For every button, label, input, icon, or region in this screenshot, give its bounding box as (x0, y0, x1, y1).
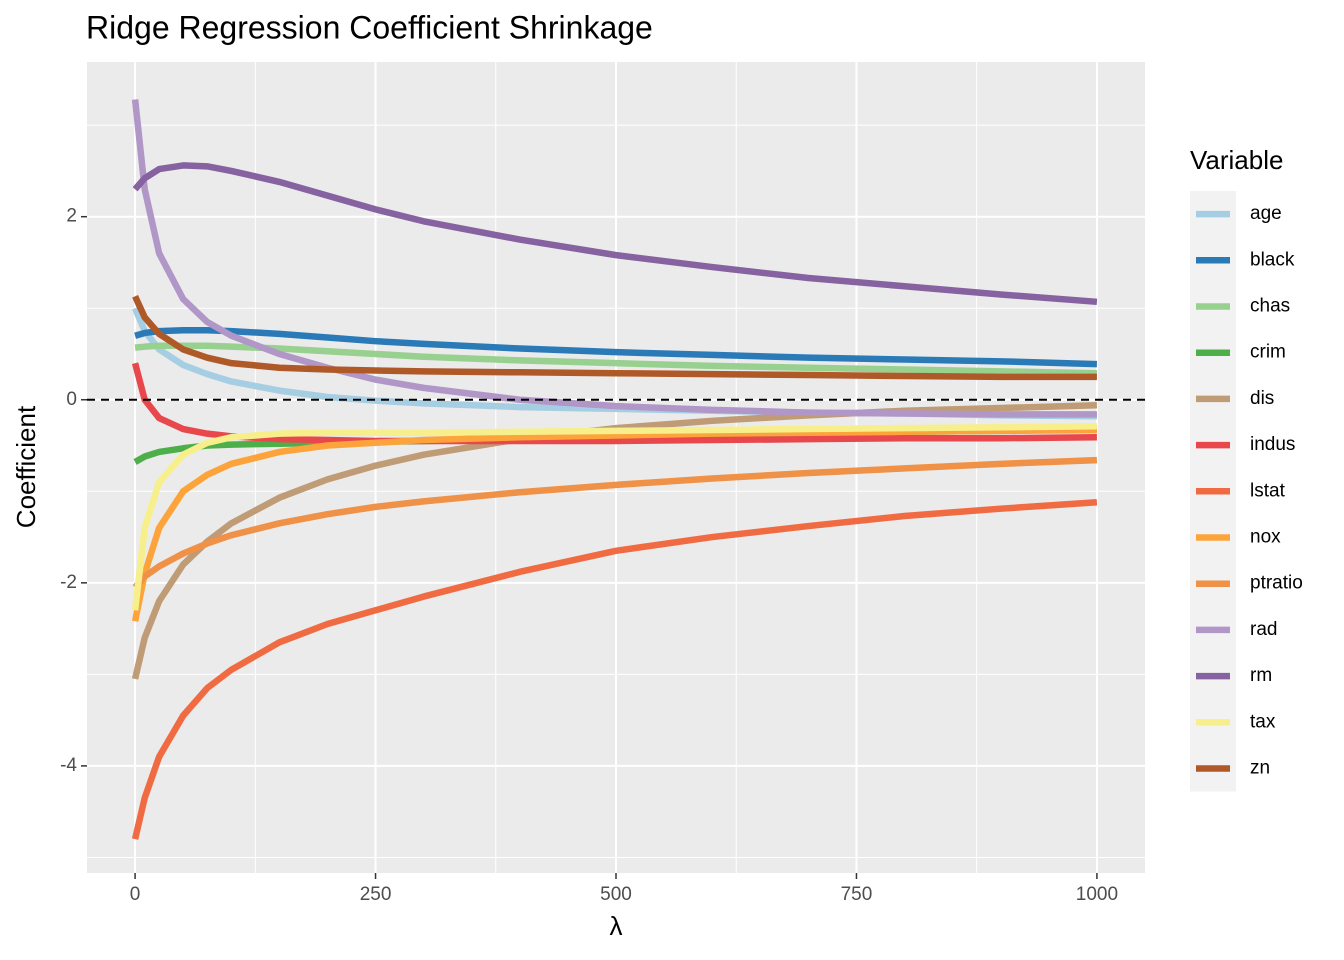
x-tick-label: 1000 (1076, 884, 1118, 905)
series-line (132, 294, 1097, 381)
legend-title: Variable (1190, 145, 1283, 175)
legend-label: dis (1250, 388, 1274, 409)
y-tick-label: -4 (60, 755, 77, 776)
series-line (131, 499, 1098, 840)
x-axis-label: λ (610, 911, 623, 941)
chart-title: Ridge Regression Coefficient Shrinkage (86, 9, 653, 45)
y-tick-label: 0 (66, 389, 77, 410)
series-line (131, 426, 1097, 622)
x-tick-label: 0 (130, 884, 141, 905)
legend-label: age (1250, 203, 1282, 224)
x-tick-label: 500 (600, 884, 632, 905)
series-line (134, 326, 1098, 368)
legend-label: ptratio (1250, 573, 1303, 594)
y-axis-label: Coefficient (11, 405, 41, 528)
legend-label: indus (1250, 434, 1295, 455)
series-line (131, 423, 1097, 611)
legend-label: lstat (1250, 480, 1286, 501)
series-line (132, 456, 1098, 590)
legend-label: chas (1250, 296, 1290, 317)
legend-label: nox (1250, 527, 1281, 548)
x-tick-label: 750 (841, 884, 873, 905)
legend-label: black (1250, 249, 1295, 270)
series-line (131, 99, 1097, 418)
legend-label: crim (1250, 342, 1286, 363)
series-line (132, 162, 1098, 306)
legend-label: rad (1250, 619, 1277, 640)
x-tick-label: 250 (360, 884, 392, 905)
legend-label: rm (1250, 665, 1272, 686)
legend-label: tax (1250, 711, 1276, 732)
legend-label: zn (1250, 758, 1270, 779)
y-tick-label: 2 (66, 206, 77, 227)
y-tick-label: -2 (60, 572, 77, 593)
